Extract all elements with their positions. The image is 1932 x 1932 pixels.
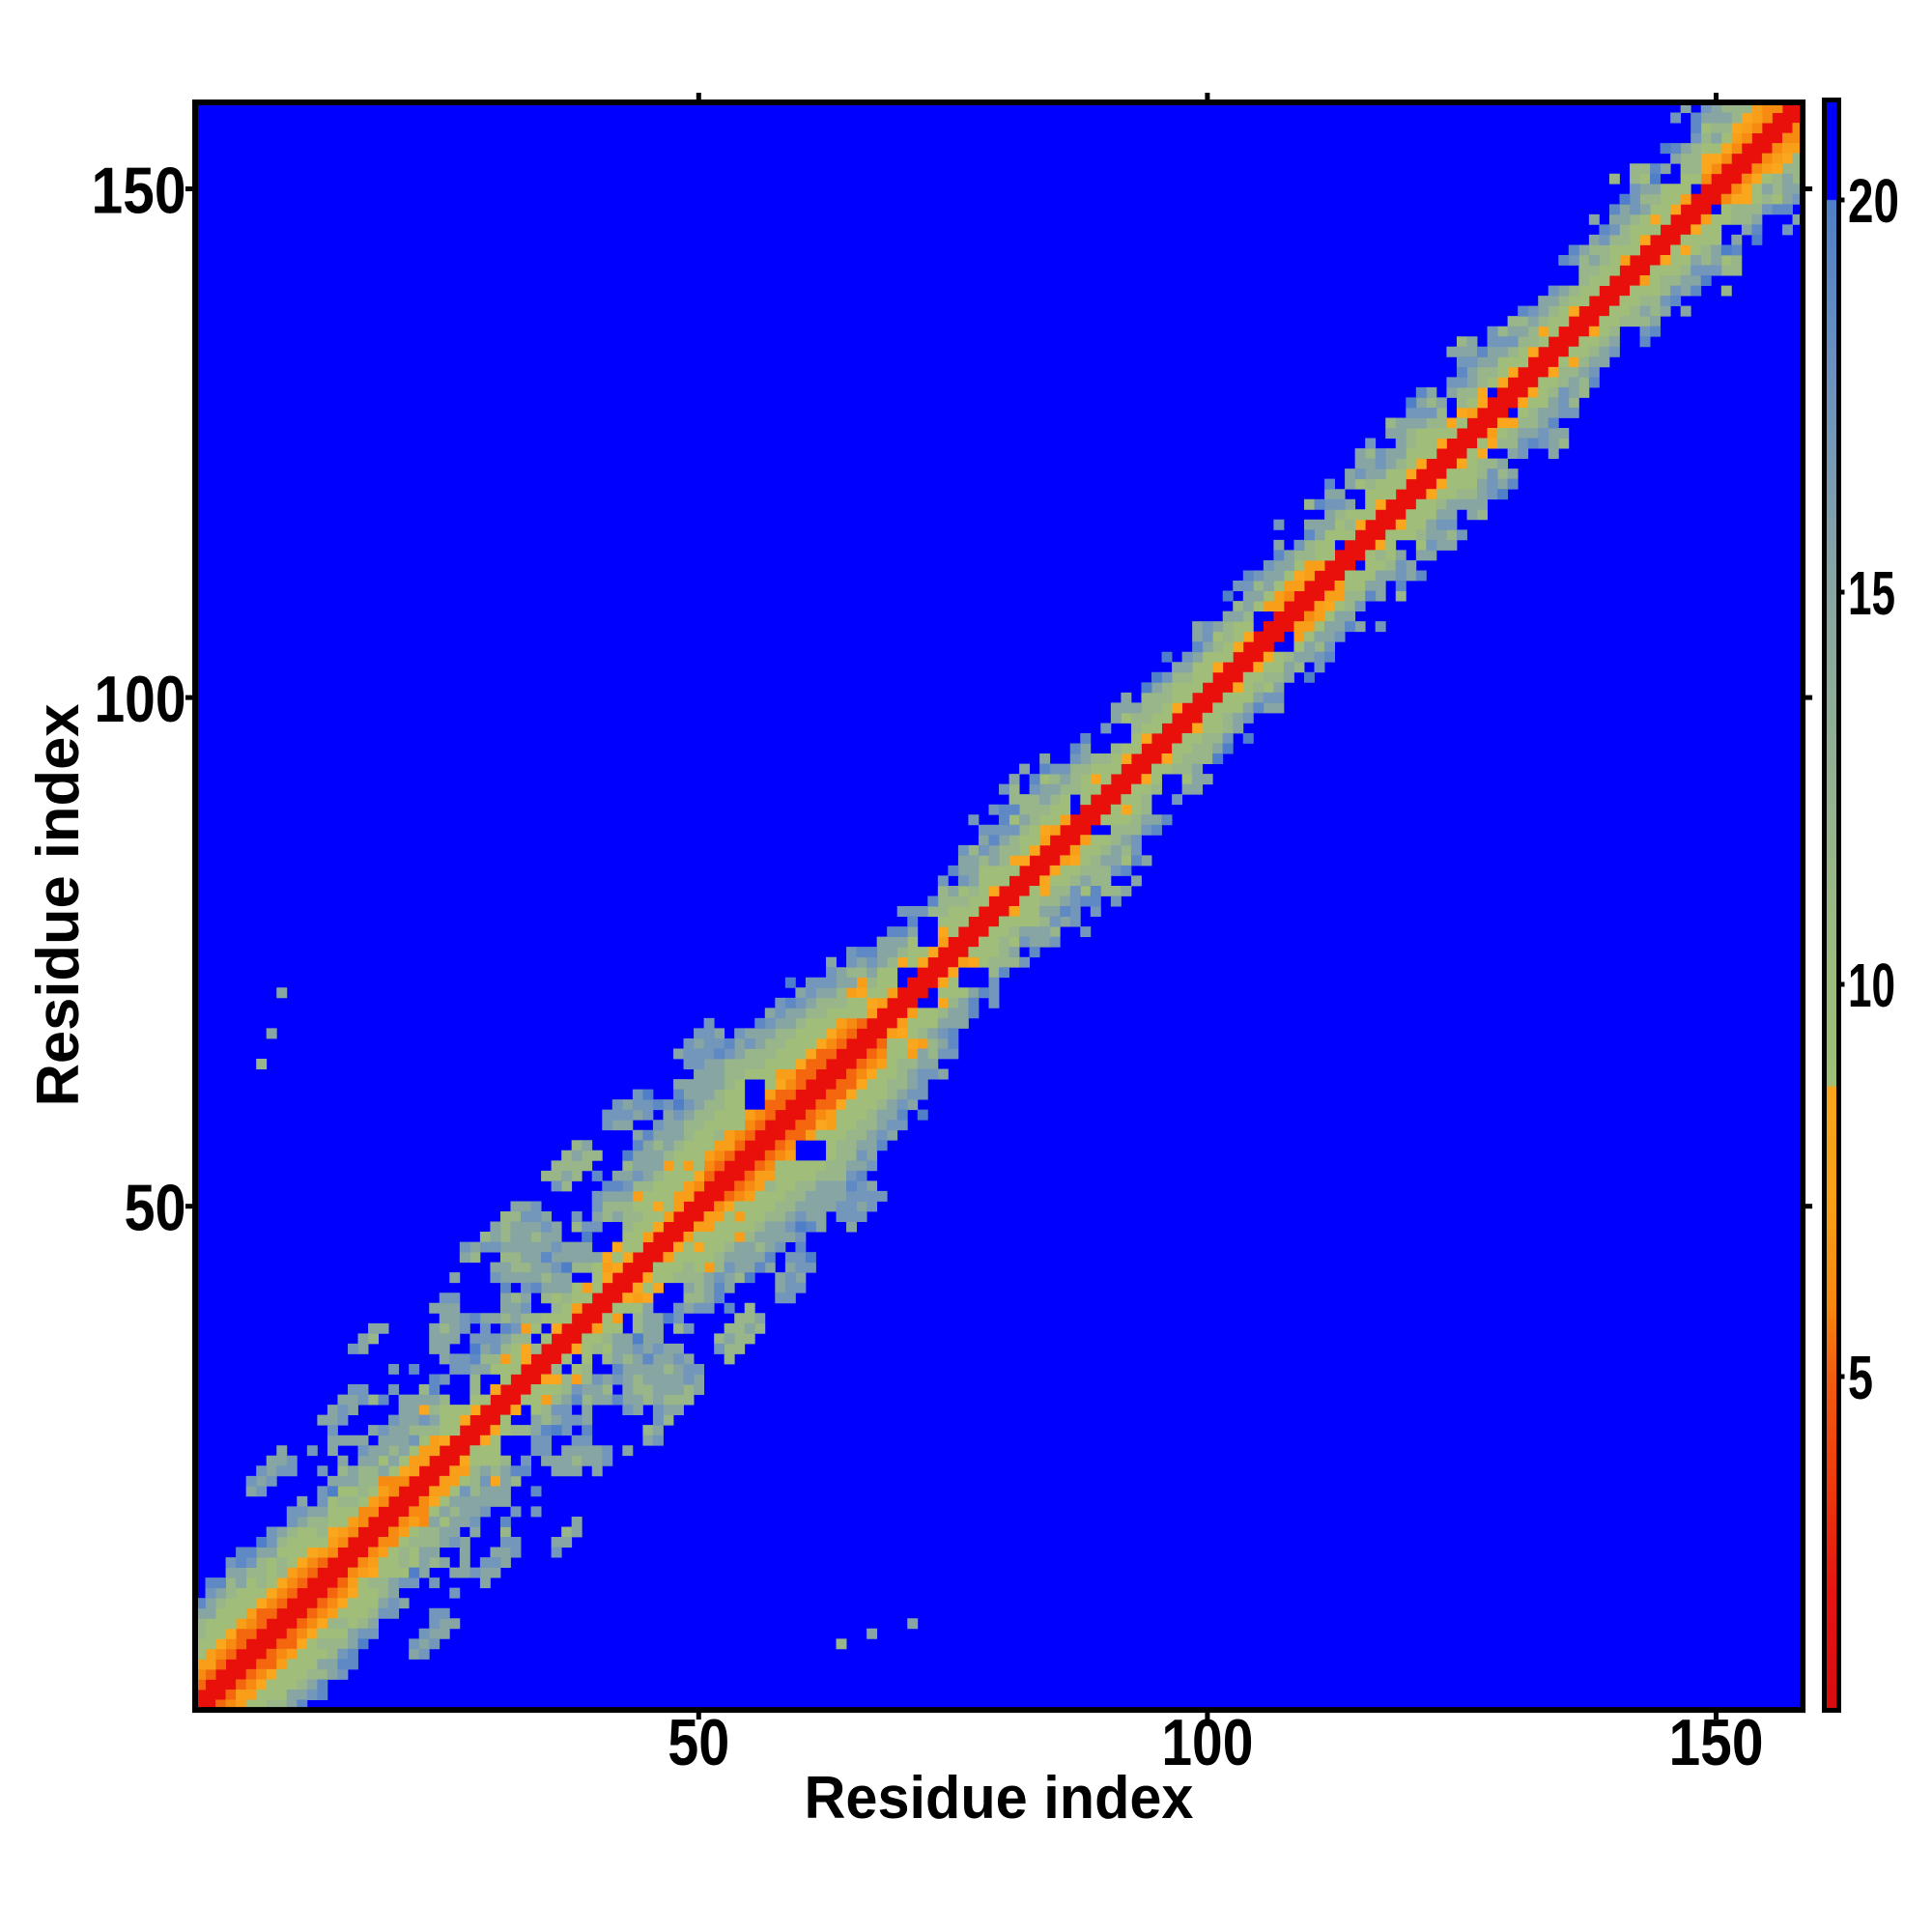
svg-text:20: 20: [1848, 166, 1899, 236]
svg-text:150: 150: [92, 155, 186, 228]
svg-text:15: 15: [1848, 558, 1895, 628]
svg-text:150: 150: [1669, 1706, 1764, 1779]
svg-text:5: 5: [1848, 1343, 1873, 1412]
svg-text:50: 50: [668, 1706, 729, 1779]
svg-text:Residue index: Residue index: [25, 703, 92, 1107]
svg-text:50: 50: [125, 1172, 186, 1245]
svg-text:100: 100: [1161, 1706, 1253, 1779]
svg-text:Residue index: Residue index: [805, 1765, 1194, 1832]
svg-text:100: 100: [95, 663, 186, 736]
svg-text:10: 10: [1848, 951, 1895, 1020]
